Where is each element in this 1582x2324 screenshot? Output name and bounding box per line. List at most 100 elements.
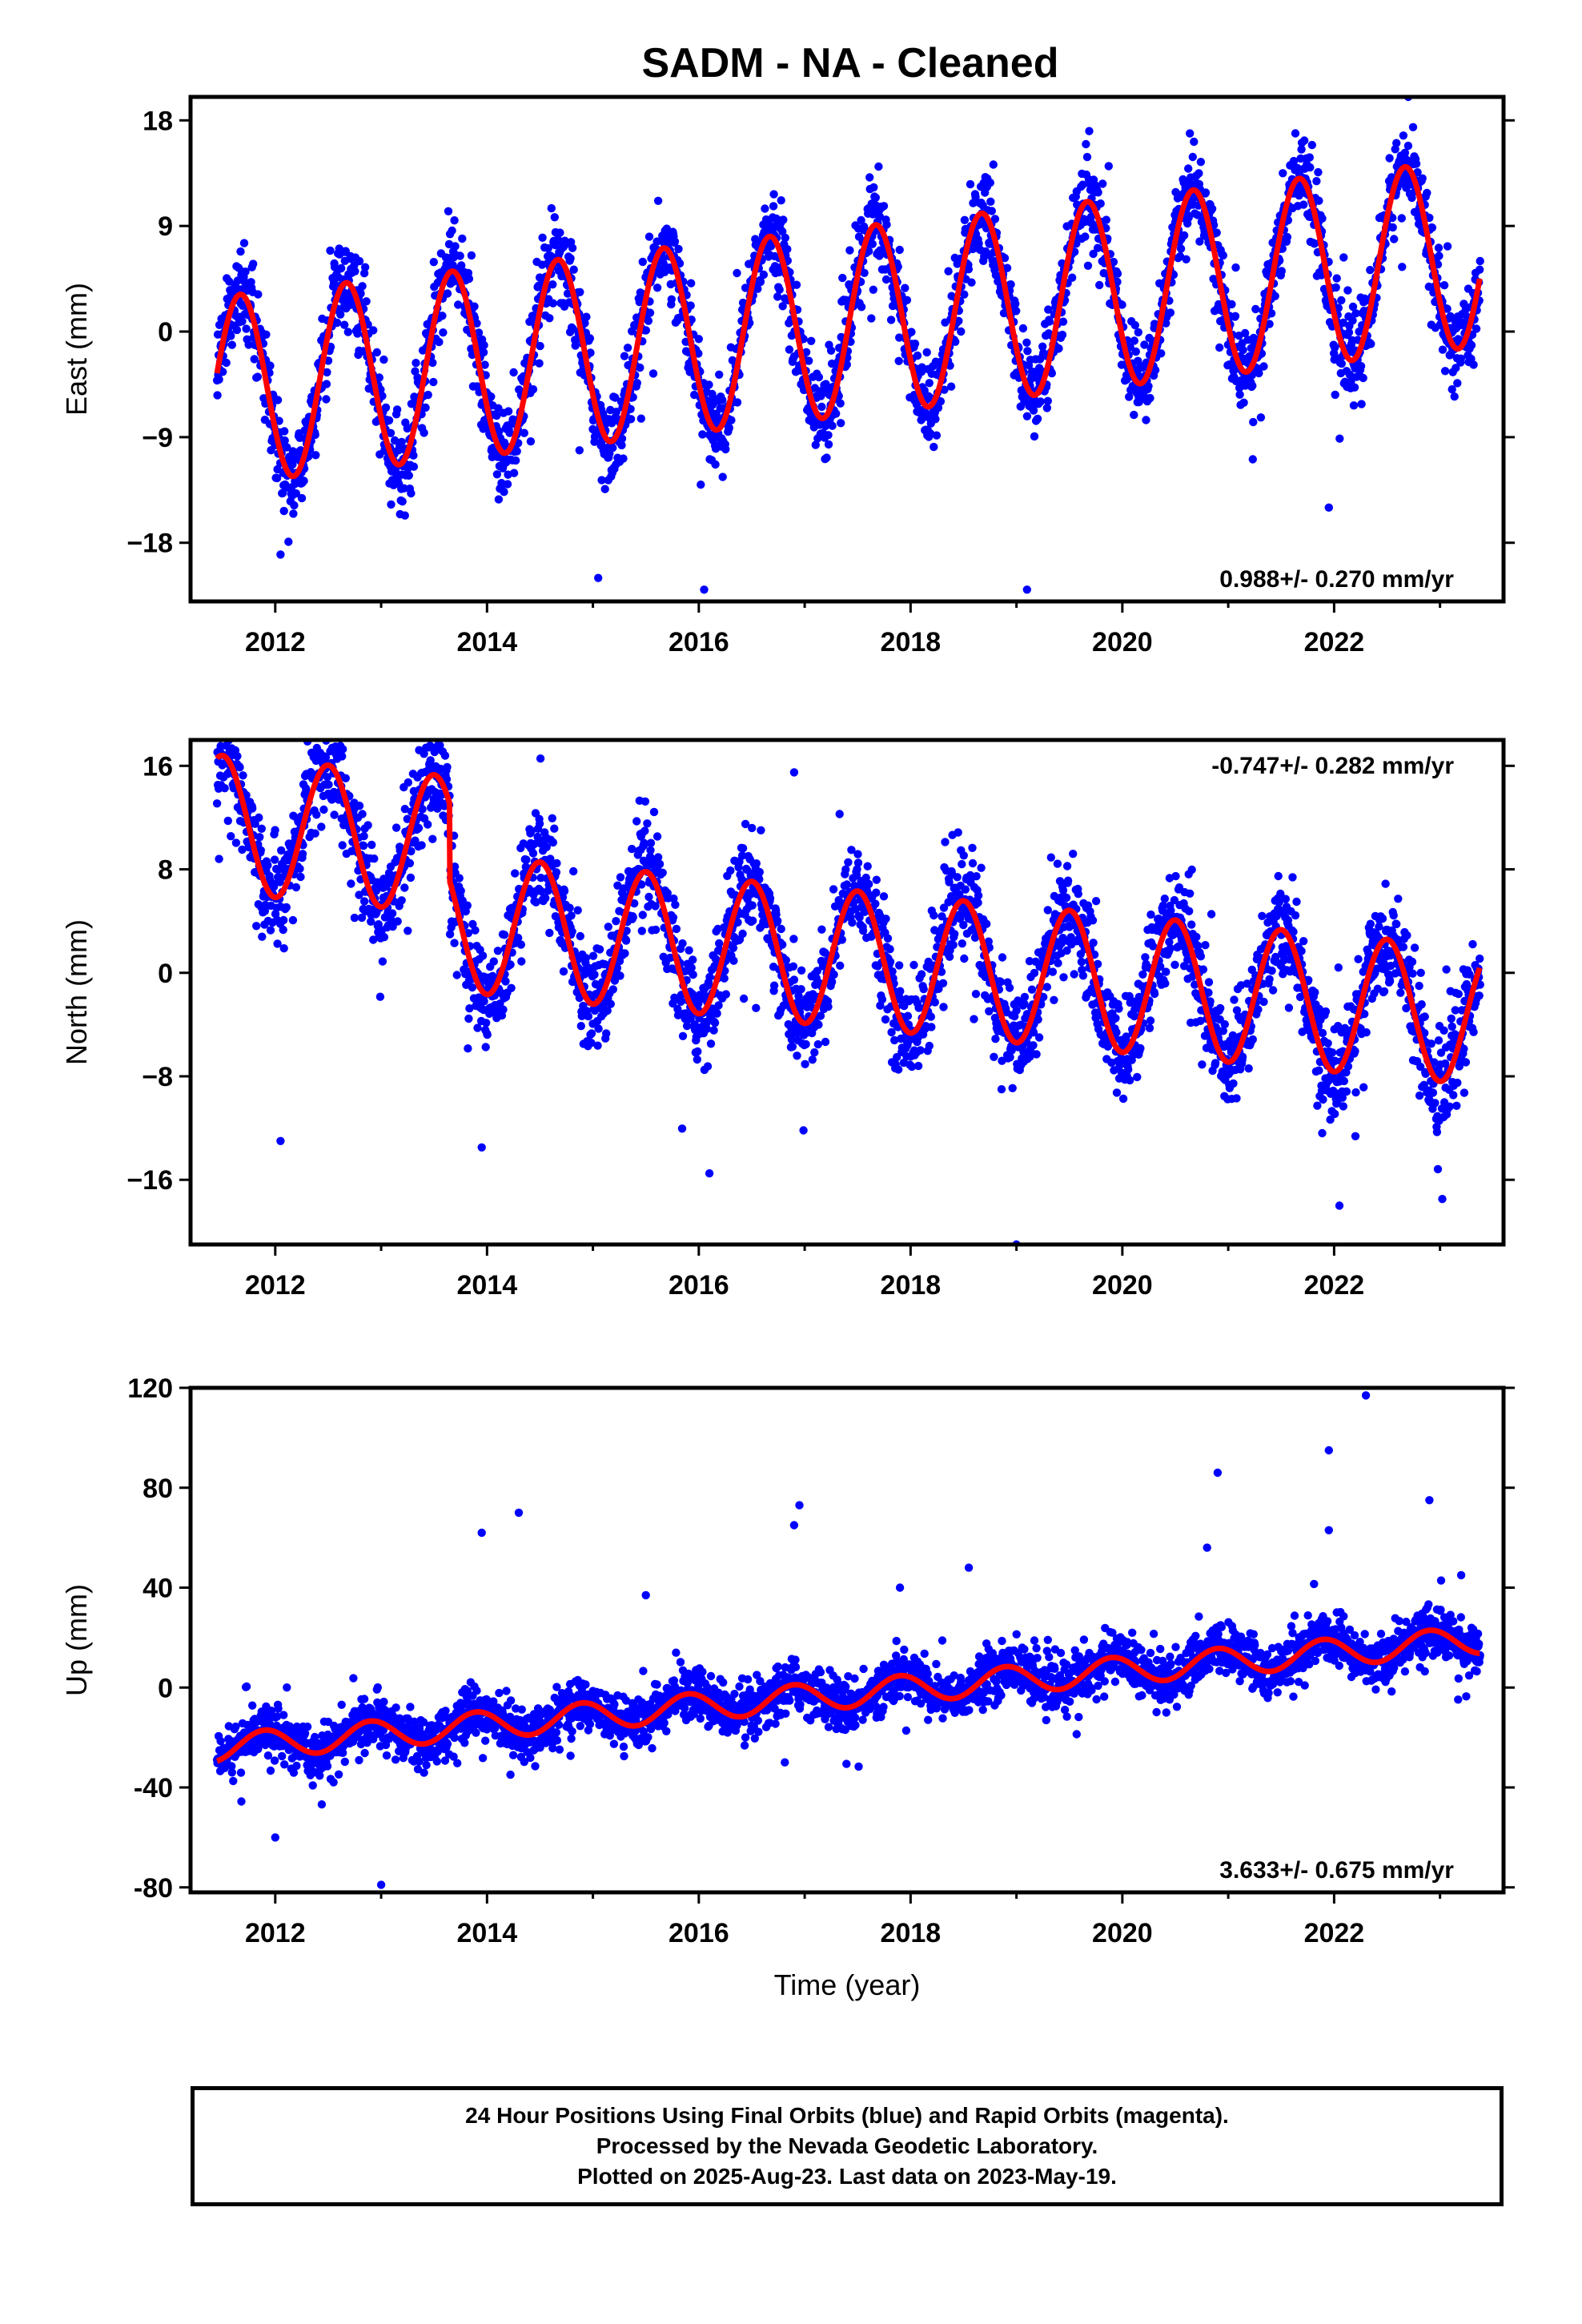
north-data-point xyxy=(279,915,288,925)
east-data-point xyxy=(275,416,283,425)
east-data-point xyxy=(759,270,769,279)
east-data-point xyxy=(1312,177,1321,186)
east-data-point xyxy=(1085,127,1094,135)
east-data-point xyxy=(694,349,703,358)
east-data-point xyxy=(1054,344,1063,353)
east-data-point xyxy=(239,239,249,247)
north-data-point xyxy=(218,730,226,738)
east-data-point xyxy=(444,207,453,215)
north-data-point xyxy=(507,983,516,993)
east-data-point xyxy=(1305,153,1315,162)
east-rate-annotation: 0.988+/- 0.270 mm/yr xyxy=(1219,566,1454,593)
east-data-point xyxy=(619,454,628,463)
east-data-point xyxy=(1248,455,1258,464)
east-data-point xyxy=(836,399,845,408)
east-data-point xyxy=(1476,265,1484,274)
north-data-point xyxy=(266,926,275,935)
east-data-point xyxy=(1130,410,1138,420)
east-data-point xyxy=(824,440,833,449)
east-data-point xyxy=(779,215,788,224)
east-data-point xyxy=(686,301,695,310)
north-data-point xyxy=(883,934,893,943)
north-data-point xyxy=(291,883,301,892)
north-data-point xyxy=(417,841,426,850)
east-xtick-label: 2022 xyxy=(1304,627,1365,657)
north-data-point xyxy=(713,1009,721,1018)
north-data-point xyxy=(693,1055,701,1064)
north-data-point xyxy=(258,932,267,941)
north-data-point xyxy=(842,880,852,889)
east-data-point xyxy=(1335,434,1344,443)
east-data-point xyxy=(1235,390,1244,399)
north-data-point xyxy=(877,995,887,1004)
east-data-point xyxy=(648,369,658,378)
north-data-point xyxy=(443,762,452,772)
north-data-point xyxy=(672,924,681,934)
east-data-point xyxy=(409,462,419,471)
east-data-point xyxy=(1184,164,1193,173)
north-data-point xyxy=(602,1029,611,1038)
north-data-point xyxy=(255,833,264,842)
north-data-point xyxy=(821,1037,830,1047)
north-data-point xyxy=(755,867,764,877)
east-data-point xyxy=(652,283,662,292)
north-data-point xyxy=(255,813,263,822)
north-data-point xyxy=(248,804,257,813)
east-data-point xyxy=(617,440,626,450)
north-data-point xyxy=(319,805,328,814)
east-data-point xyxy=(1011,300,1020,308)
north-data-point xyxy=(560,887,569,896)
east-data-point xyxy=(253,372,262,381)
east-data-point xyxy=(291,489,301,498)
north-data-point xyxy=(752,1003,761,1012)
north-data-point xyxy=(930,911,938,920)
north-data-point xyxy=(478,951,488,960)
east-data-point xyxy=(337,263,346,273)
north-data-point xyxy=(311,829,319,838)
north-data-point xyxy=(576,1022,585,1031)
east-data-point xyxy=(1469,360,1478,369)
north-data-point xyxy=(909,960,918,970)
north-data-point xyxy=(463,901,472,910)
east-data-point xyxy=(865,173,874,182)
east-data-point xyxy=(1357,400,1366,408)
east-data-point xyxy=(585,334,595,343)
east-data-point xyxy=(781,233,789,243)
east-data-point xyxy=(1068,273,1077,282)
east-data-point xyxy=(886,316,896,324)
north-data-point xyxy=(881,1015,890,1024)
east-ytick-label: 18 xyxy=(143,106,173,136)
north-data-point xyxy=(404,927,412,935)
east-data-point xyxy=(454,300,463,309)
east-data-point xyxy=(715,370,724,379)
north-data-point xyxy=(359,831,368,841)
north-data-point xyxy=(282,903,291,912)
east-data-point xyxy=(254,290,263,299)
north-data-point xyxy=(841,865,850,874)
east-data-point xyxy=(628,392,637,402)
east-data-point xyxy=(456,251,464,260)
north-data-point xyxy=(829,885,838,894)
east-data-point xyxy=(652,237,661,246)
east-data-point xyxy=(1215,343,1224,352)
east-data-point xyxy=(576,287,584,296)
east-data-point xyxy=(674,244,683,254)
east-data-point xyxy=(586,348,595,357)
east-data-point xyxy=(467,251,476,260)
east-data-point xyxy=(503,480,512,489)
east-data-point xyxy=(644,316,653,325)
east-data-point xyxy=(659,259,668,268)
east-data-point xyxy=(400,511,409,520)
east-data-point xyxy=(769,202,778,211)
east-data-point xyxy=(1300,136,1309,145)
north-data-point xyxy=(835,810,844,818)
north-data-point xyxy=(620,949,629,958)
north-data-point xyxy=(844,858,853,867)
east-data-point xyxy=(931,415,940,424)
north-data-point xyxy=(404,778,412,787)
north-data-point xyxy=(738,844,748,853)
east-data-point xyxy=(500,488,508,497)
east-data-point xyxy=(932,431,942,440)
north-data-point xyxy=(587,1029,596,1038)
east-data-point xyxy=(1082,152,1092,162)
